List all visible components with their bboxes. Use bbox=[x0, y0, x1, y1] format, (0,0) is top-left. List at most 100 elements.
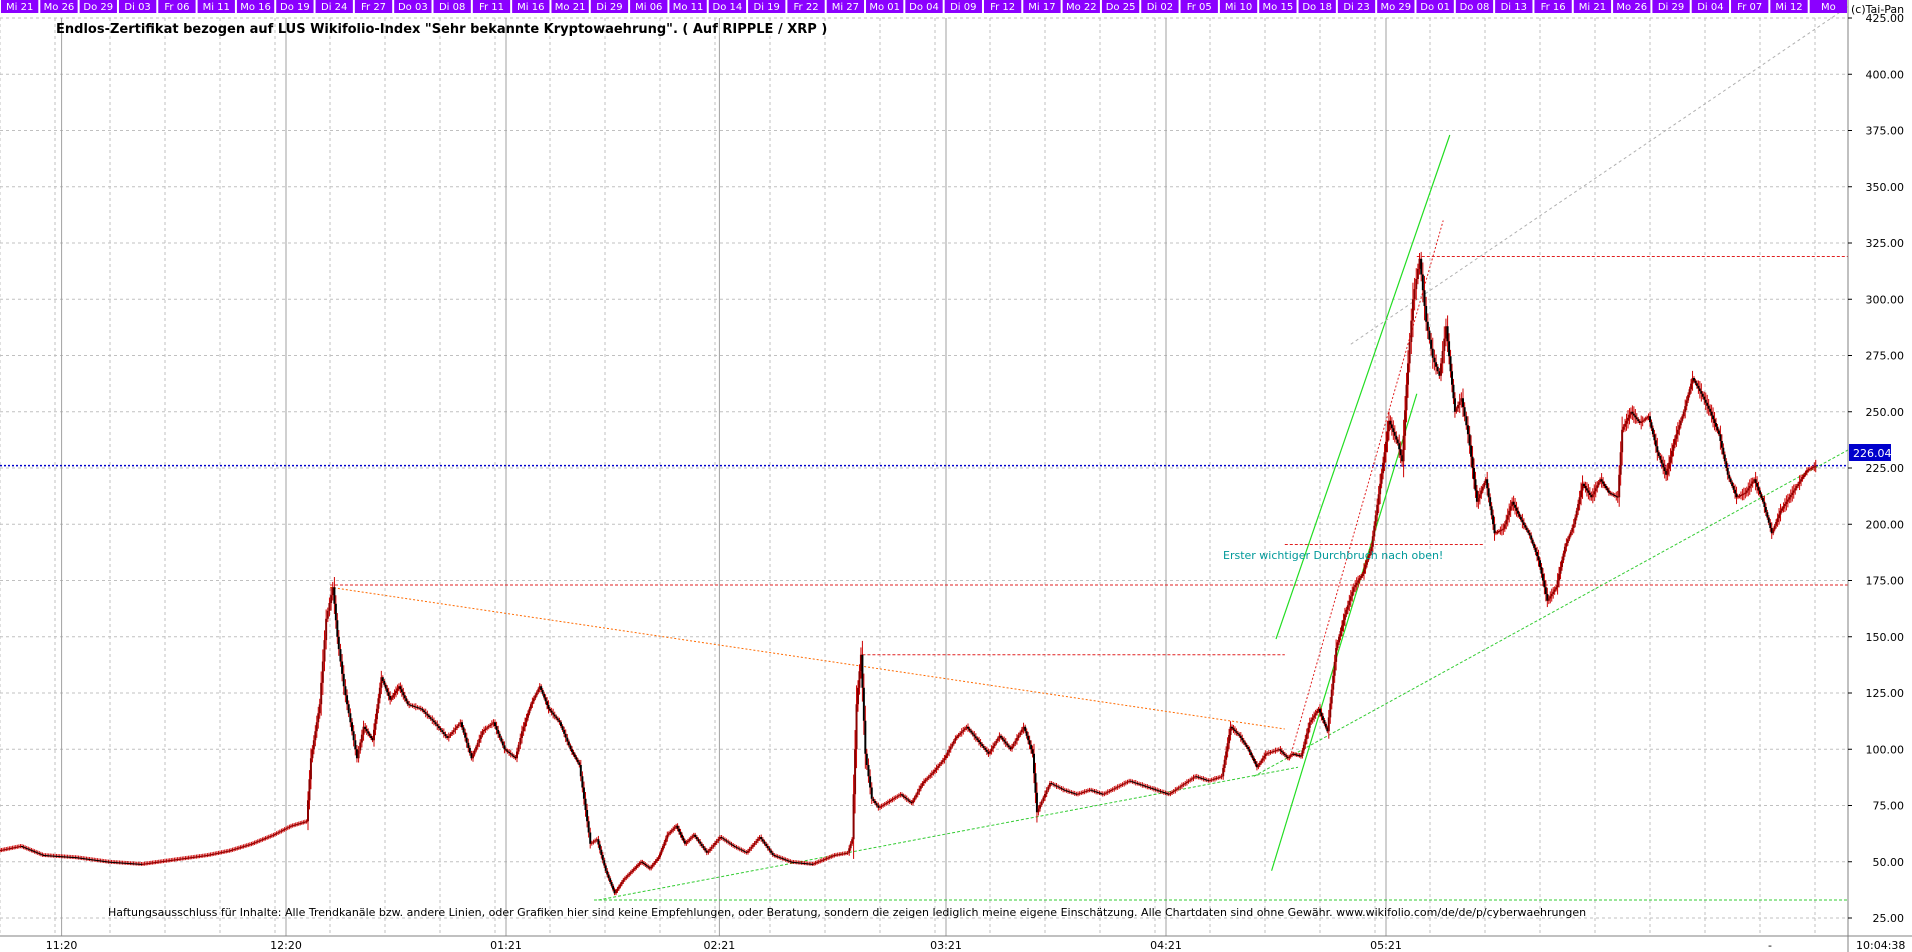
price-body bbox=[935, 767, 938, 770]
price-body bbox=[571, 749, 573, 752]
day-label: Mo 26 bbox=[1616, 2, 1647, 13]
price-body bbox=[217, 852, 220, 854]
price-body bbox=[1042, 797, 1045, 802]
price-body bbox=[1242, 740, 1245, 743]
price-body bbox=[1226, 743, 1229, 752]
y-tick-label: 425.00 bbox=[1866, 12, 1905, 25]
price-body bbox=[1001, 737, 1004, 740]
price-body bbox=[69, 856, 72, 858]
price-body bbox=[651, 864, 654, 867]
price-body bbox=[672, 828, 675, 831]
price-body bbox=[1053, 784, 1056, 786]
price-body bbox=[1679, 420, 1682, 426]
price-body bbox=[1364, 564, 1367, 570]
price-body bbox=[1572, 524, 1575, 528]
price-body bbox=[1167, 793, 1170, 795]
price-body bbox=[1402, 435, 1405, 462]
price-axis: 25.00 50.00 75.00 100.00 125.00 150.00 175.00 2… bbox=[1848, 12, 1904, 925]
price-body bbox=[967, 726, 969, 729]
price-body bbox=[1311, 717, 1314, 720]
price-body bbox=[384, 684, 387, 689]
price-body bbox=[1124, 782, 1127, 784]
price-body bbox=[244, 845, 247, 847]
price-body bbox=[1452, 384, 1455, 399]
price-body bbox=[1320, 712, 1323, 717]
day-label-cell bbox=[630, 0, 668, 13]
price-body bbox=[32, 850, 34, 852]
price-body bbox=[934, 769, 936, 772]
price-body bbox=[644, 864, 647, 866]
price-body bbox=[1428, 330, 1431, 340]
y-tick-label: 400.00 bbox=[1866, 68, 1905, 81]
price-body bbox=[623, 878, 626, 880]
price-body bbox=[1695, 383, 1698, 386]
price-body bbox=[1754, 479, 1757, 483]
day-label-cell bbox=[512, 0, 550, 13]
price-body bbox=[1463, 407, 1466, 417]
day-label-cell bbox=[1573, 0, 1612, 13]
price-body bbox=[634, 867, 637, 870]
price-body bbox=[1591, 494, 1594, 498]
price-body bbox=[1210, 779, 1213, 781]
price-body bbox=[553, 714, 556, 717]
price-body bbox=[8, 848, 11, 850]
price-body bbox=[1205, 779, 1208, 781]
price-body bbox=[359, 742, 362, 751]
day-label-cell bbox=[944, 0, 982, 13]
price-body bbox=[468, 747, 471, 754]
price-body bbox=[368, 733, 371, 736]
price-body bbox=[179, 858, 182, 860]
price-body bbox=[291, 825, 294, 827]
day-label-cell bbox=[472, 0, 511, 13]
price-body bbox=[454, 728, 457, 731]
price-body bbox=[1694, 380, 1697, 384]
price-body bbox=[1776, 518, 1779, 522]
price-body bbox=[1643, 419, 1646, 421]
price-body bbox=[1169, 793, 1172, 795]
price-body bbox=[1247, 747, 1250, 750]
price-body bbox=[1238, 734, 1241, 736]
price-body bbox=[90, 859, 93, 861]
price-body bbox=[1531, 539, 1534, 544]
price-body bbox=[1791, 492, 1794, 495]
price-body bbox=[1656, 446, 1659, 453]
day-label: Do 19 bbox=[280, 2, 310, 13]
price-body bbox=[1123, 783, 1126, 785]
price-body bbox=[890, 800, 892, 802]
time-axis: 11:20 12:20 01:21 02:21 03:21 04:21 05:21 bbox=[46, 939, 1402, 952]
price-body bbox=[1272, 750, 1275, 752]
price-body bbox=[1250, 752, 1253, 756]
price-body bbox=[250, 843, 253, 845]
day-label-cell bbox=[787, 0, 825, 13]
price-body bbox=[1505, 519, 1508, 525]
price-body bbox=[1106, 791, 1109, 793]
price-body bbox=[1640, 421, 1643, 423]
price-body bbox=[393, 693, 396, 696]
price-body bbox=[976, 738, 979, 741]
price-body bbox=[383, 681, 386, 685]
price-body bbox=[247, 844, 250, 846]
price-body bbox=[457, 724, 460, 727]
price-body bbox=[206, 855, 209, 856]
price-body bbox=[753, 842, 756, 845]
price-body bbox=[1578, 497, 1581, 504]
price-body bbox=[1073, 793, 1076, 795]
price-body bbox=[1365, 560, 1368, 565]
price-body bbox=[134, 863, 137, 865]
price-body bbox=[184, 858, 187, 859]
price-body bbox=[775, 855, 777, 857]
price-body bbox=[1574, 517, 1577, 525]
price-body bbox=[603, 860, 606, 866]
price-body bbox=[678, 828, 681, 832]
price-body bbox=[1254, 761, 1257, 765]
price-body bbox=[472, 754, 474, 759]
price-body bbox=[1383, 452, 1386, 463]
price-body bbox=[839, 853, 842, 855]
price-body bbox=[253, 842, 256, 844]
price-body bbox=[181, 858, 184, 860]
price-series bbox=[0, 251, 1817, 896]
price-body bbox=[87, 858, 89, 860]
price-body bbox=[1748, 486, 1751, 489]
price-body bbox=[825, 858, 828, 860]
price-body bbox=[1264, 753, 1267, 756]
